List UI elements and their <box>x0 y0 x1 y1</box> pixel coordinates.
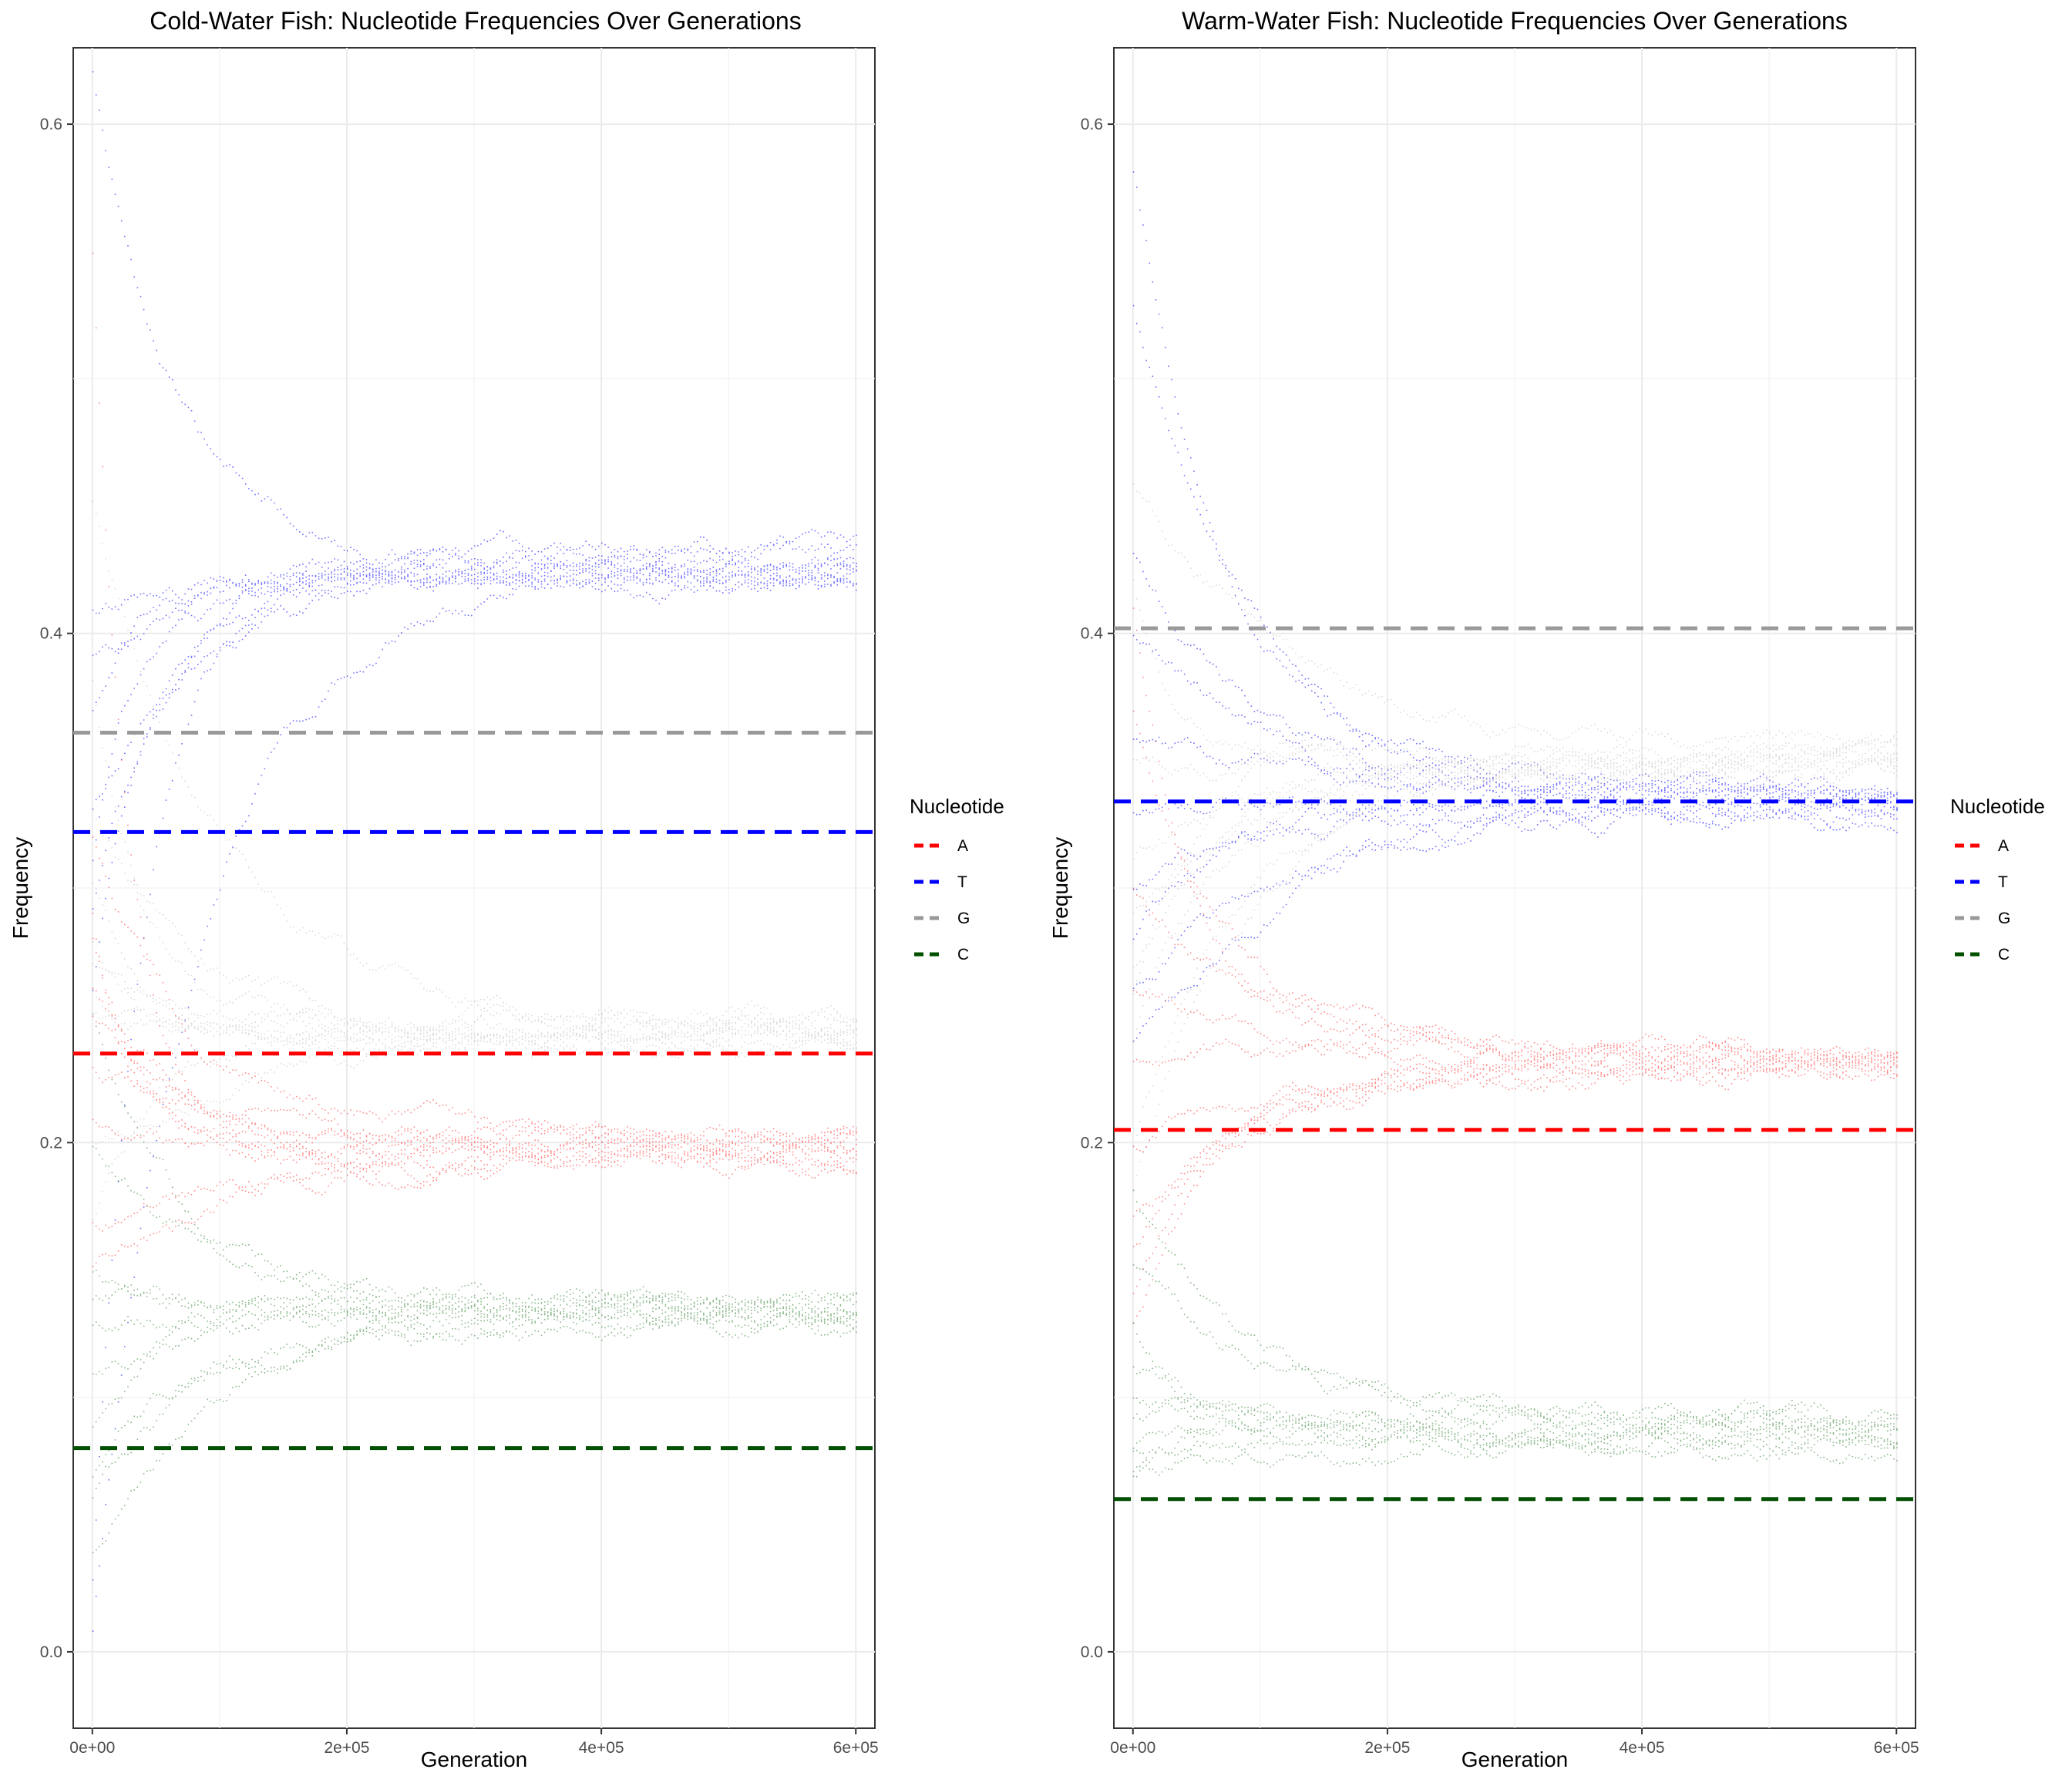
y-tick-label-3: 0.6 <box>1081 116 1103 133</box>
x-axis: 0e+00 2e+05 4e+05 6e+05 <box>69 1728 879 1757</box>
warm-water-chart: Warm-Water Fish: Nucleotide Frequencies … <box>1048 7 2045 1771</box>
legend-label-T: T <box>1998 873 2008 891</box>
y-tick-label-3: 0.6 <box>40 116 62 133</box>
x-tick-label-3: 6e+05 <box>833 1739 879 1757</box>
x-axis: 0e+00 2e+05 4e+05 6e+05 <box>1110 1728 1919 1757</box>
trajectory-T <box>92 71 857 1632</box>
y-axis: 0.0 0.2 0.4 0.6 <box>1081 116 1114 1661</box>
y-tick-label-1: 0.2 <box>1081 1134 1103 1152</box>
trajectory-A <box>1132 607 1898 1324</box>
x-tick-label-2: 4e+05 <box>1620 1739 1665 1757</box>
y-tick-label-0: 0.0 <box>40 1643 62 1661</box>
cold-water-chart: Cold-Water Fish: Nucleotide Frequencies … <box>8 7 1004 1771</box>
legend-label-G: G <box>1998 910 2010 927</box>
y-tick-label-2: 0.4 <box>40 625 63 643</box>
legend-label-A: A <box>957 837 968 855</box>
trajectory-G <box>1132 483 1898 1191</box>
legend-label-C: C <box>957 946 969 964</box>
x-tick-label-2: 4e+05 <box>579 1739 624 1757</box>
legend-label-G: G <box>957 910 970 927</box>
x-tick-label-3: 6e+05 <box>1874 1739 1919 1757</box>
y-axis-title: Frequency <box>1048 837 1072 939</box>
y-tick-label-0: 0.0 <box>1081 1643 1103 1661</box>
x-tick-label-0: 0e+00 <box>1110 1739 1155 1757</box>
trajectory-A <box>92 252 857 1267</box>
x-tick-label-0: 0e+00 <box>69 1739 115 1757</box>
y-axis: 0.0 0.2 0.4 0.6 <box>40 116 73 1661</box>
trajectory-C <box>92 1013 857 1554</box>
legend-title: Nucleotide <box>910 795 1004 818</box>
x-tick-label-1: 2e+05 <box>324 1739 369 1757</box>
legend-title: Nucleotide <box>1950 795 2045 818</box>
y-tick-label-2: 0.4 <box>1081 625 1104 643</box>
legend: Nucleotide AT G C <box>910 795 1004 964</box>
chart-title: Cold-Water Fish: Nucleotide Frequencies … <box>150 7 801 35</box>
legend-label-A: A <box>1998 837 2009 855</box>
legend-label-T: T <box>957 873 967 891</box>
legend-label-C: C <box>1998 946 2010 964</box>
trajectory-points <box>92 71 857 1632</box>
legend: Nucleotide AT G C <box>1950 795 2045 964</box>
y-tick-label-1: 0.2 <box>40 1134 62 1152</box>
x-tick-label-1: 2e+05 <box>1364 1739 1410 1757</box>
trajectory-points <box>1132 171 1898 1478</box>
chart-title: Warm-Water Fish: Nucleotide Frequencies … <box>1182 7 1848 35</box>
x-axis-title: Generation <box>421 1747 528 1771</box>
trajectory-C <box>1132 1189 1898 1478</box>
x-axis-title: Generation <box>1462 1747 1569 1771</box>
y-axis-title: Frequency <box>8 837 32 939</box>
